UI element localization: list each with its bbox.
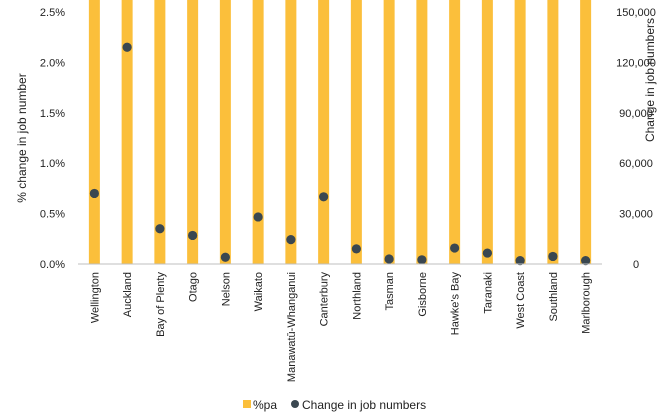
y-axis-ticks: 0.0% 0.5% 1.0% 1.5% 2.0% 2.5% [40,7,65,271]
x-tick-label: Southland [548,272,560,322]
point-5 [253,212,263,222]
bar-12 [481,0,493,264]
point-11 [450,243,460,253]
x-tick-label: Taranaki [482,272,494,314]
y-axis-title: % change in job number [15,73,29,202]
point-8 [351,244,361,254]
bar-3 [187,0,199,264]
x-axis-ticks: Wellington Auckland Bay of Plenty Otago Nels… [89,272,592,383]
point-9 [384,254,394,264]
point-6 [286,235,296,245]
y-tick-label: 1.0% [40,158,65,170]
bar-2 [154,0,166,264]
y-tick-label: 0.5% [40,209,65,221]
x-tick-label: Otago [188,272,200,302]
bar-1 [121,0,133,264]
bar-0 [88,0,100,264]
point-14 [548,251,558,262]
x-tick-label: Tasman [384,272,396,311]
x-tick-label: Marlborough [581,272,593,334]
x-tick-label: Bay of Plenty [155,272,167,337]
legend-dot-swatch [291,400,299,408]
bar-4 [219,0,231,264]
y2-axis-title: Change in job numbers [643,18,657,142]
legend: %pa Change in job numbers [243,398,426,412]
y-tick-label: 0.0% [40,259,65,271]
y2-tick-label: 30,000 [619,209,653,221]
x-tick-label: Gisborne [417,272,429,317]
point-13 [515,256,525,266]
point-3 [188,230,198,241]
bars-layer [88,0,592,264]
y-tick-label: 1.5% [40,108,65,120]
bar-5 [252,0,264,264]
y2-tick-label: 0 [633,259,639,271]
point-15 [581,256,591,266]
x-tick-label: Manawatū-Whanganui [286,272,298,382]
y-tick-label: 2.5% [40,7,65,19]
point-1 [122,42,132,52]
x-tick-label: Northland [351,272,363,320]
bar-7 [318,0,330,264]
bar-11 [449,0,461,264]
y2-axis-ticks: 0 30,000 60,000 90,000 120,000 150,000 [616,7,656,271]
legend-dot-label: Change in job numbers [302,398,426,412]
legend-bar-label: %pa [253,398,277,412]
point-4 [220,252,230,262]
x-tick-label: Nelson [220,272,232,306]
x-tick-label: Canterbury [319,272,331,327]
point-10 [417,255,427,265]
bar-15 [580,0,592,264]
point-0 [89,188,99,199]
y2-tick-label: 60,000 [619,158,653,170]
x-tick-label: West Coast [515,272,527,329]
bar-10 [416,0,428,264]
x-tick-label: Auckland [122,272,134,317]
x-tick-label: Hawke's Bay [450,272,462,336]
x-tick-label: Wellington [89,272,101,323]
points-layer [89,42,591,266]
y-tick-label: 2.0% [40,57,65,69]
y2-tick-label: 150,000 [616,7,656,19]
bar-14 [547,0,559,264]
y2-tick-label: 120,000 [616,57,656,69]
bar-8 [350,0,362,264]
bar-6 [285,0,297,264]
point-7 [319,192,329,202]
bar-9 [383,0,395,264]
point-2 [155,224,165,234]
bar-13 [514,0,526,264]
y2-tick-label: 90,000 [619,108,653,120]
x-tick-label: Waikato [253,272,265,311]
legend-bar-swatch [243,400,251,408]
point-12 [482,248,492,258]
